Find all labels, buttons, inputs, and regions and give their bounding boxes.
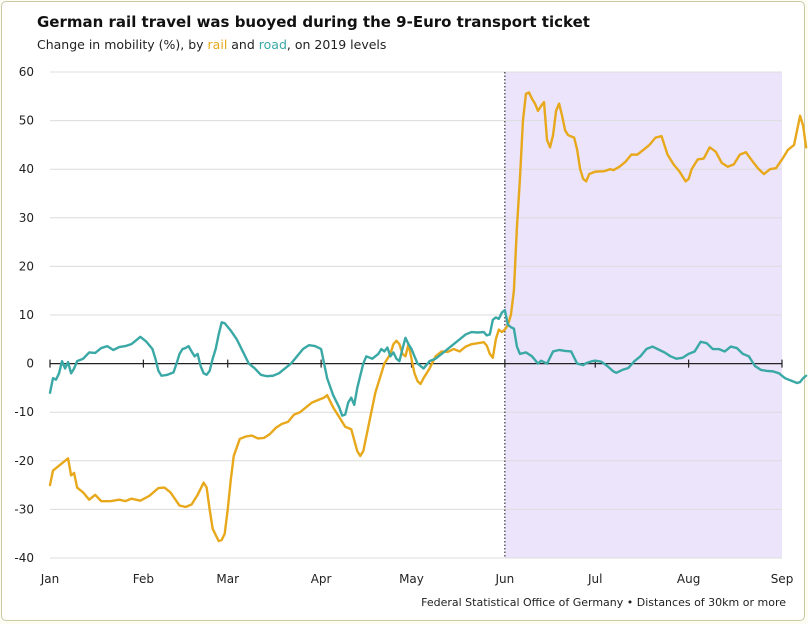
series-line-road	[48, 308, 808, 417]
x-tick-label-jul: Jul	[587, 572, 602, 586]
y-tick-label--10: -10	[14, 405, 34, 419]
chart-title: German rail travel was buoyed during the…	[37, 13, 590, 31]
series-layer	[48, 91, 808, 543]
y-tick-labels: -40 -30 -20 -10 0 10 20 30 40 50 60	[14, 65, 34, 565]
y-tick-label-10: 10	[19, 308, 34, 322]
y-tick-label--40: -40	[14, 551, 34, 565]
y-tick-label-20: 20	[19, 259, 34, 273]
y-tick-label-40: 40	[19, 162, 34, 176]
x-tick-label-jan: Jan	[40, 572, 60, 586]
subtitle-road-word: road	[258, 37, 287, 52]
x-tick-label-feb: Feb	[133, 572, 154, 586]
x-tick-label-sep: Sep	[771, 572, 794, 586]
y-tick-label-50: 50	[19, 114, 34, 128]
y-tick-label-60: 60	[19, 65, 34, 79]
grid-layer	[50, 71, 782, 559]
subtitle-middle: and	[227, 37, 259, 52]
y-tick-label--20: -20	[14, 454, 34, 468]
x-tick-label-mar: Mar	[216, 572, 239, 586]
subtitle-prefix: Change in mobility (%), by	[37, 37, 208, 52]
y-tick-label-30: 30	[19, 211, 34, 225]
subtitle-rail-word: rail	[207, 37, 228, 52]
subtitle-suffix: , on 2019 levels	[286, 37, 387, 52]
x-tick-label-aug: Aug	[677, 572, 700, 586]
chart-subtitle: Change in mobility (%), by rail and road…	[37, 37, 386, 52]
series-line-rail	[48, 91, 808, 543]
x-tick-label-apr: Apr	[311, 572, 332, 586]
x-tick-label-jun: Jun	[494, 572, 514, 586]
source-note: Federal Statistical Office of Germany • …	[421, 596, 786, 609]
y-tick-label-0: 0	[26, 357, 34, 371]
y-tick-label--30: -30	[14, 502, 34, 516]
x-tick-label-may: May	[399, 572, 424, 586]
